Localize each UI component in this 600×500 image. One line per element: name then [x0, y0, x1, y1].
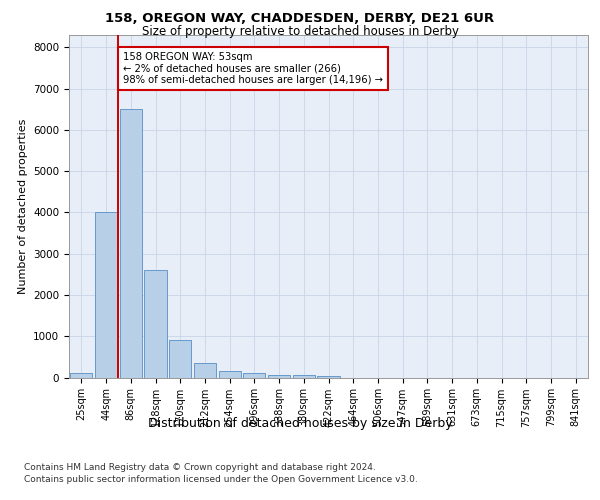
Bar [243, 373, 265, 378]
Bar [194, 363, 216, 378]
Bar [95, 212, 117, 378]
Bar [169, 340, 191, 378]
Bar [70, 374, 92, 378]
Text: 158, OREGON WAY, CHADDESDEN, DERBY, DE21 6UR: 158, OREGON WAY, CHADDESDEN, DERBY, DE21… [106, 12, 494, 26]
Text: Size of property relative to detached houses in Derby: Size of property relative to detached ho… [142, 25, 458, 38]
Y-axis label: Number of detached properties: Number of detached properties [17, 118, 28, 294]
Text: 158 OREGON WAY: 53sqm
← 2% of detached houses are smaller (266)
98% of semi-deta: 158 OREGON WAY: 53sqm ← 2% of detached h… [124, 52, 383, 84]
Bar [218, 372, 241, 378]
Bar [317, 376, 340, 378]
Bar [268, 374, 290, 378]
Bar [293, 375, 315, 378]
Text: Contains public sector information licensed under the Open Government Licence v3: Contains public sector information licen… [24, 475, 418, 484]
Bar [119, 110, 142, 378]
Bar [145, 270, 167, 378]
Text: Distribution of detached houses by size in Derby: Distribution of detached houses by size … [148, 418, 452, 430]
Text: Contains HM Land Registry data © Crown copyright and database right 2024.: Contains HM Land Registry data © Crown c… [24, 462, 376, 471]
